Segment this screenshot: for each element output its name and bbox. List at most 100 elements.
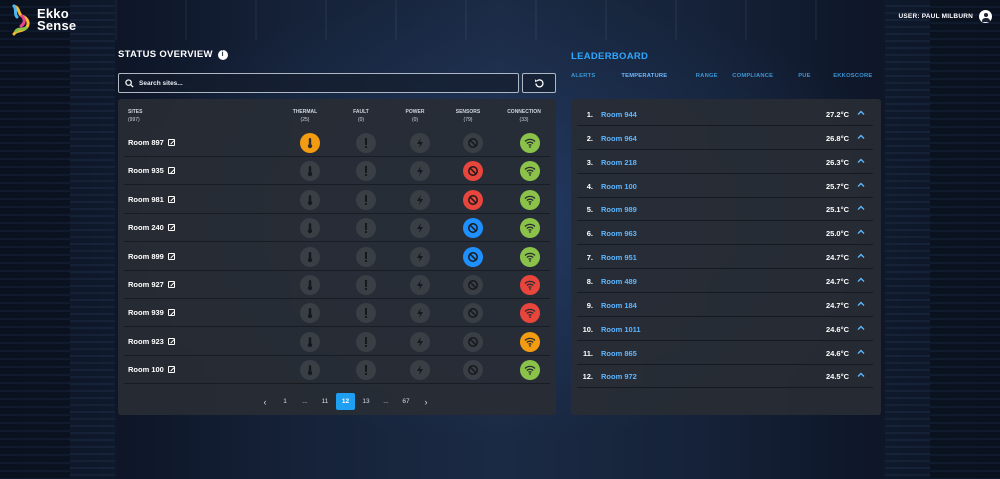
- page-12-button[interactable]: 12: [336, 393, 355, 410]
- sensors-status-icon[interactable]: [463, 303, 483, 324]
- site-name-text[interactable]: Room 981: [128, 194, 164, 204]
- fault-status-icon[interactable]: [356, 246, 376, 267]
- chevron-up-icon[interactable]: [857, 348, 865, 356]
- chevron-up-icon[interactable]: [857, 109, 865, 117]
- chevron-up-icon[interactable]: [857, 157, 865, 165]
- sensors-status-icon[interactable]: [463, 246, 483, 267]
- thermal-status-icon[interactable]: [300, 246, 320, 267]
- search-input[interactable]: [139, 79, 499, 87]
- power-status-icon[interactable]: [410, 331, 430, 352]
- site-name[interactable]: Room 897: [128, 138, 175, 147]
- table-row[interactable]: Room 899: [124, 243, 550, 271]
- page-13-button[interactable]: 13: [362, 398, 370, 405]
- col-sites[interactable]: SITES (997): [128, 109, 143, 123]
- edit-icon[interactable]: [167, 337, 175, 345]
- room-link[interactable]: Room 489: [601, 276, 637, 286]
- chevron-up-icon[interactable]: [857, 276, 865, 284]
- chevron-up-icon[interactable]: [857, 324, 865, 332]
- fault-status-icon[interactable]: [356, 275, 376, 295]
- edit-icon[interactable]: [167, 139, 175, 146]
- power-status-icon[interactable]: [410, 161, 430, 182]
- page-1-button[interactable]: 1: [283, 398, 287, 405]
- sensors-status-icon[interactable]: [463, 161, 483, 182]
- user-menu[interactable]: USER: PAUL MILBURN: [899, 10, 992, 23]
- site-name[interactable]: Room 240: [128, 223, 175, 232]
- edit-icon[interactable]: [167, 366, 175, 374]
- power-status-icon[interactable]: [410, 218, 430, 239]
- chevron-up-icon[interactable]: [857, 133, 865, 141]
- next-page-button[interactable]: ›: [424, 396, 428, 407]
- room-link[interactable]: Room 865: [601, 348, 637, 358]
- thermal-status-icon[interactable]: [300, 275, 320, 295]
- site-name-text[interactable]: Room 923: [128, 336, 164, 346]
- power-status-icon[interactable]: [410, 133, 430, 153]
- chevron-up-icon[interactable]: [857, 252, 865, 260]
- table-row[interactable]: Room 939: [124, 299, 550, 328]
- leaderboard-row[interactable]: 9. Room 184 24.7°C: [577, 293, 873, 317]
- site-name[interactable]: Room 935: [128, 166, 175, 175]
- fault-status-icon[interactable]: [356, 360, 376, 381]
- tab-alerts[interactable]: ALERTS: [571, 73, 596, 79]
- room-link[interactable]: Room 963: [601, 229, 637, 239]
- fault-status-icon[interactable]: [356, 218, 376, 239]
- chevron-up-icon[interactable]: [857, 181, 865, 189]
- table-row[interactable]: Room 897: [124, 129, 550, 157]
- site-name-text[interactable]: Room 939: [128, 308, 164, 318]
- connection-status-icon[interactable]: [520, 133, 540, 153]
- col-power[interactable]: POWER (0): [405, 109, 425, 123]
- room-link[interactable]: Room 944: [601, 110, 637, 119]
- power-status-icon[interactable]: [410, 303, 430, 324]
- site-name-text[interactable]: Room 927: [128, 280, 164, 289]
- col-thermal[interactable]: THERMAL (25): [292, 109, 318, 123]
- room-link[interactable]: Room 1011: [601, 324, 641, 334]
- leaderboard-row[interactable]: 7. Room 951 24.7°C: [577, 245, 873, 270]
- thermal-status-icon[interactable]: [300, 303, 320, 324]
- leaderboard-row[interactable]: 10. Room 1011 24.6°C: [577, 317, 873, 341]
- table-row[interactable]: Room 240: [124, 214, 550, 243]
- edit-icon[interactable]: [167, 167, 175, 175]
- table-row[interactable]: Room 927: [124, 271, 550, 299]
- site-name[interactable]: Room 981: [128, 195, 175, 204]
- tab-pue[interactable]: PUE: [798, 73, 811, 79]
- site-name-text[interactable]: Room 897: [128, 138, 164, 147]
- connection-status-icon[interactable]: [520, 246, 540, 267]
- sensors-status-icon[interactable]: [463, 275, 483, 295]
- sensors-status-icon[interactable]: [463, 189, 483, 210]
- chevron-up-icon[interactable]: [857, 204, 865, 212]
- power-status-icon[interactable]: [410, 275, 430, 295]
- sensors-status-icon[interactable]: [463, 218, 483, 239]
- site-name-text[interactable]: Room 935: [128, 166, 164, 176]
- fault-status-icon[interactable]: [356, 331, 376, 352]
- leaderboard-row[interactable]: 6. Room 963 25.0°C: [577, 221, 873, 246]
- thermal-status-icon[interactable]: [300, 360, 320, 381]
- tab-ekkoscore[interactable]: EKKOSCORE: [833, 73, 873, 79]
- fault-status-icon[interactable]: [356, 133, 376, 153]
- room-link[interactable]: Room 951: [601, 253, 637, 263]
- room-link[interactable]: Room 972: [601, 372, 637, 382]
- sensors-status-icon[interactable]: [463, 331, 483, 352]
- edit-icon[interactable]: [167, 195, 175, 203]
- search-sites-box[interactable]: [118, 73, 519, 93]
- tab-compliance[interactable]: COMPLIANCE: [732, 73, 774, 79]
- site-name[interactable]: Room 899: [128, 252, 175, 261]
- room-link[interactable]: Room 989: [601, 205, 637, 215]
- leaderboard-row[interactable]: 8. Room 489 24.7°C: [577, 269, 873, 293]
- leaderboard-row[interactable]: 12. Room 972 24.5°C: [577, 364, 873, 389]
- chevron-up-icon[interactable]: [857, 300, 865, 308]
- connection-status-icon[interactable]: [520, 331, 540, 352]
- thermal-status-icon[interactable]: [300, 331, 320, 352]
- chevron-up-icon[interactable]: [857, 371, 865, 379]
- site-name-text[interactable]: Room 240: [128, 223, 164, 233]
- leaderboard-row[interactable]: 5. Room 989 25.1°C: [577, 197, 873, 222]
- fault-status-icon[interactable]: [356, 303, 376, 324]
- refresh-button[interactable]: [522, 73, 556, 93]
- sensors-status-icon[interactable]: [463, 360, 483, 381]
- edit-icon[interactable]: [167, 252, 175, 260]
- leaderboard-row[interactable]: 11. Room 865 24.6°C: [577, 341, 873, 365]
- edit-icon[interactable]: [167, 281, 175, 288]
- fault-status-icon[interactable]: [356, 161, 376, 182]
- power-status-icon[interactable]: [410, 360, 430, 381]
- fault-status-icon[interactable]: [356, 189, 376, 210]
- room-link[interactable]: Room 100: [601, 181, 637, 191]
- tab-range[interactable]: RANGE: [695, 73, 718, 79]
